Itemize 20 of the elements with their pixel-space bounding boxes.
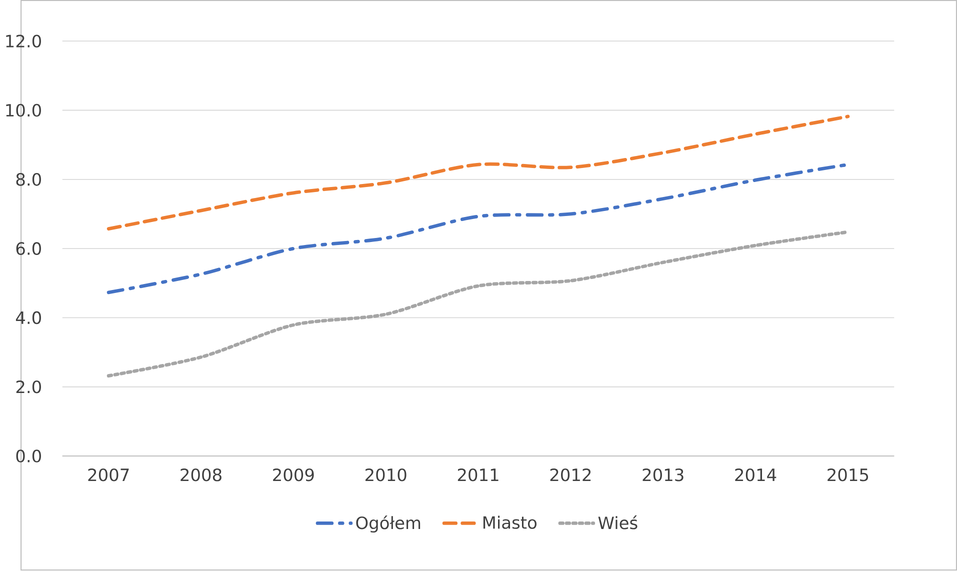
y-tick-label: 6.0 xyxy=(16,242,41,256)
legend-label: Miasto xyxy=(483,516,536,530)
x-tick-label: 2008 xyxy=(180,468,222,482)
y-tick-label: 12.0 xyxy=(6,34,41,48)
x-tick-label: 2015 xyxy=(828,468,868,482)
y-tick-label: 4.0 xyxy=(16,312,41,324)
x-tick-label: 2014 xyxy=(735,468,776,482)
y-tick-label: 0.0 xyxy=(16,450,41,463)
x-tick-label: 2009 xyxy=(273,468,314,482)
x-tick-label: 2012 xyxy=(550,468,591,482)
y-tick-label: 8.0 xyxy=(16,173,41,186)
y-tick-label: 2.0 xyxy=(16,380,41,394)
x-tick-label: 2010 xyxy=(366,468,406,482)
x-tick-label: 2013 xyxy=(642,468,684,482)
line-series xyxy=(106,115,850,231)
y-tick-label: 10.0 xyxy=(6,104,41,117)
x-tick-label: 2011 xyxy=(458,468,498,482)
x-tick-label: 2007 xyxy=(88,468,129,482)
legend-label: Ogółem xyxy=(356,516,420,533)
legend-label: Wieś xyxy=(598,516,638,530)
